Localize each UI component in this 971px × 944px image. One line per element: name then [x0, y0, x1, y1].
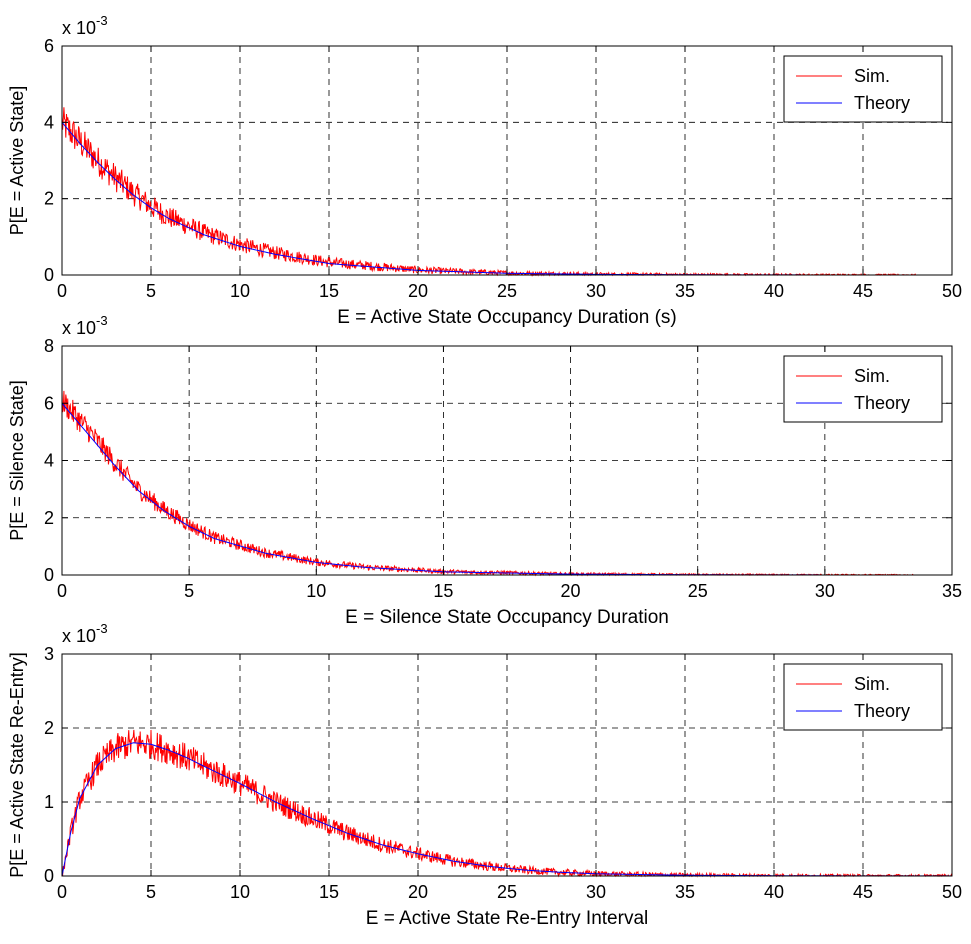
y-tick-label: 2	[44, 189, 54, 209]
legend-label: Sim.	[854, 674, 890, 694]
y-axis-label: P[E = Active State]	[7, 86, 27, 236]
x-tick-label: 15	[319, 882, 339, 902]
x-tick-label: 50	[942, 882, 962, 902]
y-tick-label: 0	[44, 265, 54, 285]
y-tick-label: 0	[44, 565, 54, 585]
x-axis-label: E = Active State Occupancy Duration (s)	[337, 307, 677, 328]
x-axis-label: E = Active State Re-Entry Interval	[366, 908, 649, 929]
legend: Sim. Theory	[784, 664, 942, 730]
x-tick-label: 40	[764, 281, 784, 301]
x-axis-label: E = Silence State Occupancy Duration	[345, 607, 669, 628]
legend-label: Theory	[854, 93, 910, 113]
y-tick-label: 0	[44, 866, 54, 886]
y-tick-label: 8	[44, 336, 54, 356]
y-exponent-label: x 10-3	[62, 313, 108, 338]
x-tick-label: 10	[306, 581, 326, 601]
x-tick-label: 0	[57, 581, 67, 601]
x-tick-label: 30	[586, 281, 606, 301]
y-tick-label: 2	[44, 508, 54, 528]
x-tick-label: 5	[146, 281, 156, 301]
y-axis-label: P[E = Silence State]	[7, 380, 27, 541]
y-tick-label: 6	[44, 36, 54, 56]
y-tick-label: 2	[44, 718, 54, 738]
x-tick-label: 25	[497, 281, 517, 301]
y-tick-label: 6	[44, 393, 54, 413]
x-tick-label: 25	[497, 882, 517, 902]
y-exponent-label: x 10-3	[62, 621, 108, 646]
x-tick-label: 35	[942, 581, 962, 601]
x-tick-label: 45	[853, 882, 873, 902]
y-tick-label: 4	[44, 112, 54, 132]
x-tick-label: 15	[319, 281, 339, 301]
x-tick-label: 0	[57, 281, 67, 301]
x-tick-label: 10	[230, 882, 250, 902]
x-tick-label: 10	[230, 281, 250, 301]
legend-label: Theory	[854, 701, 910, 721]
x-tick-label: 25	[688, 581, 708, 601]
x-tick-label: 5	[184, 581, 194, 601]
x-tick-label: 50	[942, 281, 962, 301]
x-tick-label: 35	[675, 281, 695, 301]
x-tick-label: 35	[675, 882, 695, 902]
x-tick-label: 45	[853, 281, 873, 301]
x-tick-label: 40	[764, 882, 784, 902]
y-tick-label: 1	[44, 792, 54, 812]
legend-label: Sim.	[854, 366, 890, 386]
subplot-2: 0 5 10 15 20 25 30 35 0 2 4 6 8 x 10-3 E = Silence Sta…	[7, 313, 962, 628]
legend: Sim. Theory	[784, 356, 942, 422]
legend: Sim. Theory	[784, 56, 942, 122]
x-tick-label: 30	[586, 882, 606, 902]
x-tick-label: 15	[433, 581, 453, 601]
x-tick-label: 5	[146, 882, 156, 902]
x-tick-label: 20	[408, 281, 428, 301]
x-tick-label: 30	[815, 581, 835, 601]
x-tick-label: 20	[561, 581, 581, 601]
y-exponent-label: x 10-3	[62, 13, 108, 38]
y-tick-label: 4	[44, 451, 54, 471]
y-tick-label: 3	[44, 644, 54, 664]
subplot-3: 0 5 10 15 20 25 30 35 40 45 50 0 1 2 3 x 10-3 E = Active…	[7, 621, 962, 929]
subplot-1: 0 5 10 15 20 25 30 35 40 45 50 0 2 4 6 x 10-3 E = Active…	[7, 13, 962, 328]
y-axis-label: P[E = Active State Re-Entry]	[7, 652, 27, 878]
x-tick-label: 0	[57, 882, 67, 902]
legend-label: Sim.	[854, 66, 890, 86]
x-tick-label: 20	[408, 882, 428, 902]
legend-label: Theory	[854, 393, 910, 413]
